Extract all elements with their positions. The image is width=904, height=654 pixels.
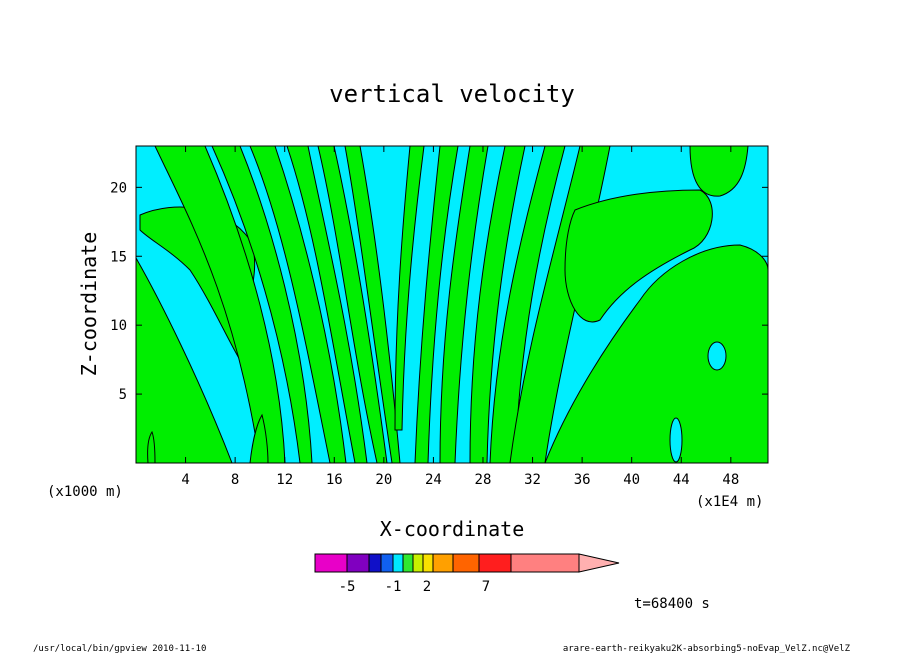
x-unit-right: (x1E4 m)	[696, 494, 763, 510]
colorbar-segment	[432, 553, 454, 573]
colorbar-label: 2	[423, 579, 431, 595]
contour-region	[154, 146, 286, 463]
x-tick-label: 36	[574, 472, 591, 488]
x-tick-label: 44	[673, 472, 690, 488]
y-tick-label: 10	[110, 318, 127, 334]
contour-region	[211, 146, 313, 463]
contour-region	[249, 146, 347, 463]
x-tick-label: 8	[231, 472, 239, 488]
chart-title: vertical velocity	[329, 80, 575, 108]
colorbar-segment	[478, 553, 512, 573]
x-tick-label: 40	[623, 472, 640, 488]
colorbar-label: 7	[482, 579, 490, 595]
colorbar-segment	[314, 553, 348, 573]
footer-right: arare-earth-reikyaku2K-absorbing5-noEvap…	[563, 644, 851, 654]
colorbar-label: -5	[339, 579, 356, 595]
colorbar-segment	[402, 553, 414, 573]
x-tick-label: 28	[475, 472, 492, 488]
footer-left: /usr/local/bin/gpview 2010-11-10	[33, 644, 206, 654]
y-tick-label: 20	[110, 180, 127, 196]
contour-hole	[669, 417, 683, 463]
time-label: t=68400 s	[634, 596, 710, 612]
x-tick-label: 12	[276, 472, 293, 488]
y-tick-label: 15	[110, 249, 127, 265]
colorbar-segment	[452, 553, 480, 573]
x-tick-label: 48	[722, 472, 739, 488]
contour-region	[249, 413, 269, 463]
contour-region	[136, 256, 233, 463]
contour-region	[394, 146, 425, 431]
colorbar-segment	[368, 553, 382, 573]
contour-region	[469, 146, 526, 463]
x-axis-label: X-coordinate	[380, 517, 525, 541]
contour-hole	[707, 341, 727, 371]
x-tick-label: 32	[524, 472, 541, 488]
x-tick-label: 24	[425, 472, 442, 488]
x-tick-label: 20	[375, 472, 392, 488]
contour-region	[414, 146, 459, 463]
colorbar-label: -1	[385, 579, 402, 595]
colorbar	[314, 553, 620, 573]
contour-region	[344, 146, 401, 463]
contour-region	[564, 189, 713, 323]
colorbar-segment	[510, 553, 580, 573]
x-tick-label: 16	[326, 472, 343, 488]
contour-region	[689, 146, 749, 197]
contour-region	[439, 146, 489, 463]
x-tick-label: 4	[181, 472, 189, 488]
contour-region	[317, 146, 388, 463]
y-axis-label: Z-coordinate	[77, 232, 101, 377]
colorbar-segment	[380, 553, 394, 573]
colorbar-segment	[346, 553, 370, 573]
contour-region	[286, 146, 368, 463]
colorbar-segment	[412, 553, 424, 573]
colorbar-segment	[422, 553, 434, 573]
y-tick-label: 5	[119, 387, 127, 403]
colorbar-segment	[392, 553, 404, 573]
x-unit-left: (x1000 m)	[47, 484, 123, 500]
plot-frame	[135, 145, 769, 464]
contour-region	[544, 244, 768, 463]
contour-region	[489, 146, 566, 463]
contour-region	[147, 430, 156, 463]
colorbar-arrow	[578, 553, 620, 573]
contour-field	[136, 146, 768, 463]
